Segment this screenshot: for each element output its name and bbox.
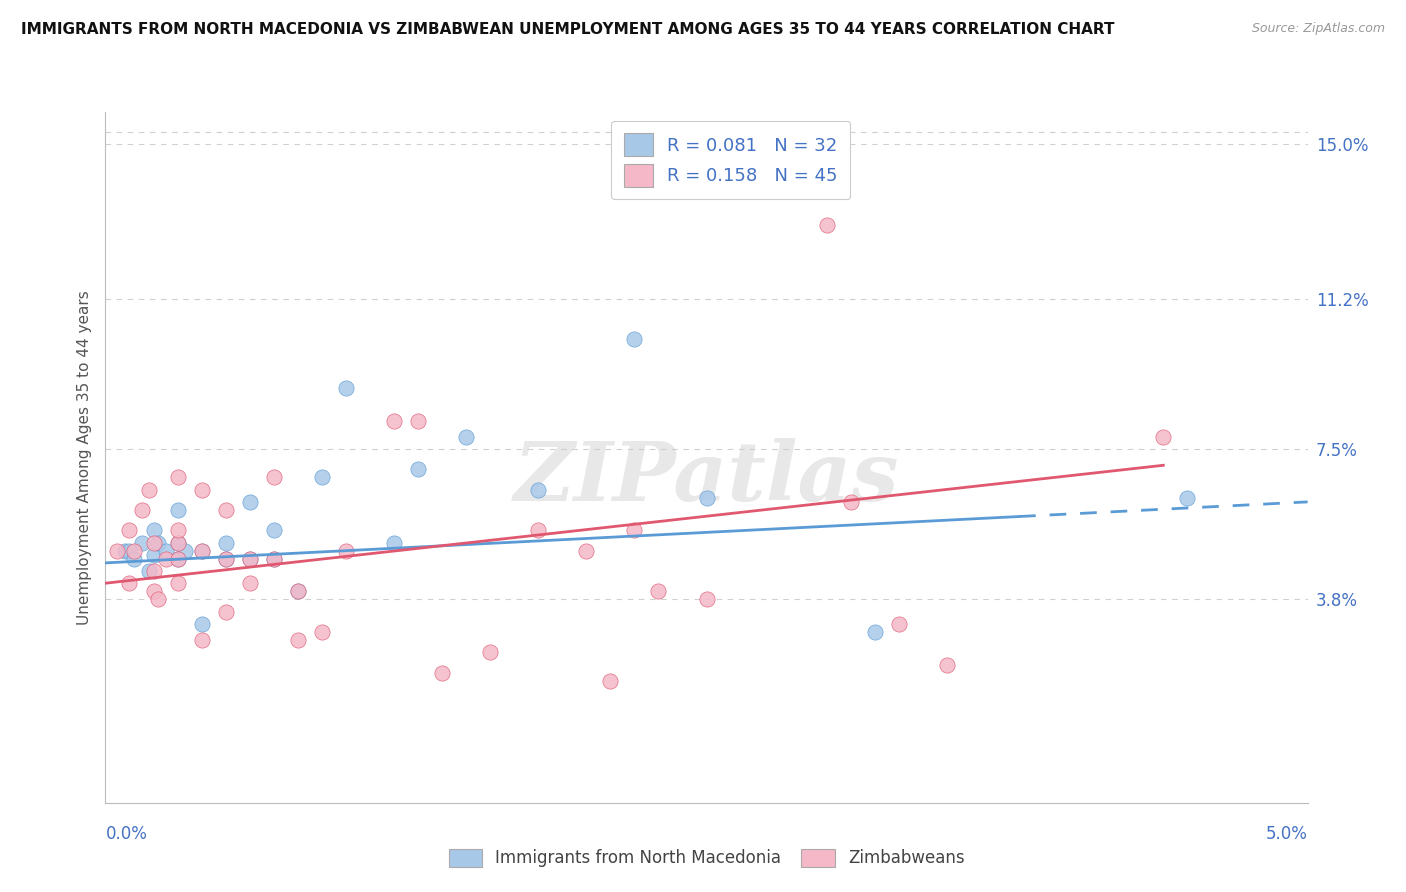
Point xyxy=(142,548,165,562)
Point xyxy=(887,616,910,631)
Text: 0.0%: 0.0% xyxy=(105,825,148,843)
Point xyxy=(335,381,357,395)
Point xyxy=(214,551,236,566)
Legend: Immigrants from North Macedonia, Zimbabweans: Immigrants from North Macedonia, Zimbabw… xyxy=(441,842,972,874)
Point xyxy=(263,551,285,566)
Point xyxy=(118,576,141,591)
Y-axis label: Unemployment Among Ages 35 to 44 years: Unemployment Among Ages 35 to 44 years xyxy=(76,290,91,624)
Point xyxy=(647,584,669,599)
Point xyxy=(166,524,188,538)
Point xyxy=(263,524,285,538)
Point xyxy=(406,462,429,476)
Point xyxy=(382,535,405,549)
Point xyxy=(118,543,141,558)
Point xyxy=(190,616,212,631)
Point xyxy=(138,564,160,578)
Point xyxy=(190,543,212,558)
Point xyxy=(527,483,550,497)
Point xyxy=(696,491,718,505)
Text: ZIPatlas: ZIPatlas xyxy=(513,438,900,518)
Point xyxy=(166,551,188,566)
Point xyxy=(406,413,429,427)
Text: 5.0%: 5.0% xyxy=(1265,825,1308,843)
Point xyxy=(142,564,165,578)
Point xyxy=(142,584,165,599)
Point xyxy=(239,551,262,566)
Point xyxy=(214,605,236,619)
Point xyxy=(623,524,645,538)
Point xyxy=(527,524,550,538)
Point xyxy=(1152,430,1174,444)
Point xyxy=(696,592,718,607)
Point xyxy=(239,576,262,591)
Point xyxy=(214,503,236,517)
Point xyxy=(118,524,141,538)
Point xyxy=(599,673,621,688)
Point xyxy=(155,543,177,558)
Point xyxy=(815,219,838,233)
Point xyxy=(623,332,645,346)
Point xyxy=(166,535,188,549)
Point xyxy=(311,470,333,484)
Point xyxy=(287,584,309,599)
Point xyxy=(479,645,502,659)
Point xyxy=(131,535,153,549)
Point xyxy=(166,470,188,484)
Point xyxy=(239,495,262,509)
Point xyxy=(214,535,236,549)
Point xyxy=(166,576,188,591)
Point xyxy=(936,657,959,672)
Point xyxy=(454,430,477,444)
Point xyxy=(839,495,862,509)
Point xyxy=(335,543,357,558)
Point xyxy=(166,535,188,549)
Point xyxy=(124,551,146,566)
Point xyxy=(263,551,285,566)
Point xyxy=(107,543,129,558)
Point xyxy=(138,483,160,497)
Point xyxy=(124,543,146,558)
Point xyxy=(863,625,886,640)
Point xyxy=(173,543,195,558)
Point xyxy=(287,633,309,648)
Point xyxy=(382,413,405,427)
Point xyxy=(131,503,153,517)
Point xyxy=(430,665,453,680)
Point xyxy=(155,551,177,566)
Point xyxy=(311,625,333,640)
Point xyxy=(239,551,262,566)
Point xyxy=(190,543,212,558)
Point xyxy=(214,551,236,566)
Point xyxy=(190,633,212,648)
Point xyxy=(148,535,170,549)
Point xyxy=(1175,491,1198,505)
Point xyxy=(114,543,136,558)
Text: Source: ZipAtlas.com: Source: ZipAtlas.com xyxy=(1251,22,1385,36)
Point xyxy=(166,503,188,517)
Point xyxy=(190,483,212,497)
Point xyxy=(263,470,285,484)
Point xyxy=(148,592,170,607)
Point xyxy=(166,551,188,566)
Point xyxy=(142,535,165,549)
Text: IMMIGRANTS FROM NORTH MACEDONIA VS ZIMBABWEAN UNEMPLOYMENT AMONG AGES 35 TO 44 Y: IMMIGRANTS FROM NORTH MACEDONIA VS ZIMBA… xyxy=(21,22,1115,37)
Point xyxy=(575,543,598,558)
Point xyxy=(287,584,309,599)
Point xyxy=(142,524,165,538)
